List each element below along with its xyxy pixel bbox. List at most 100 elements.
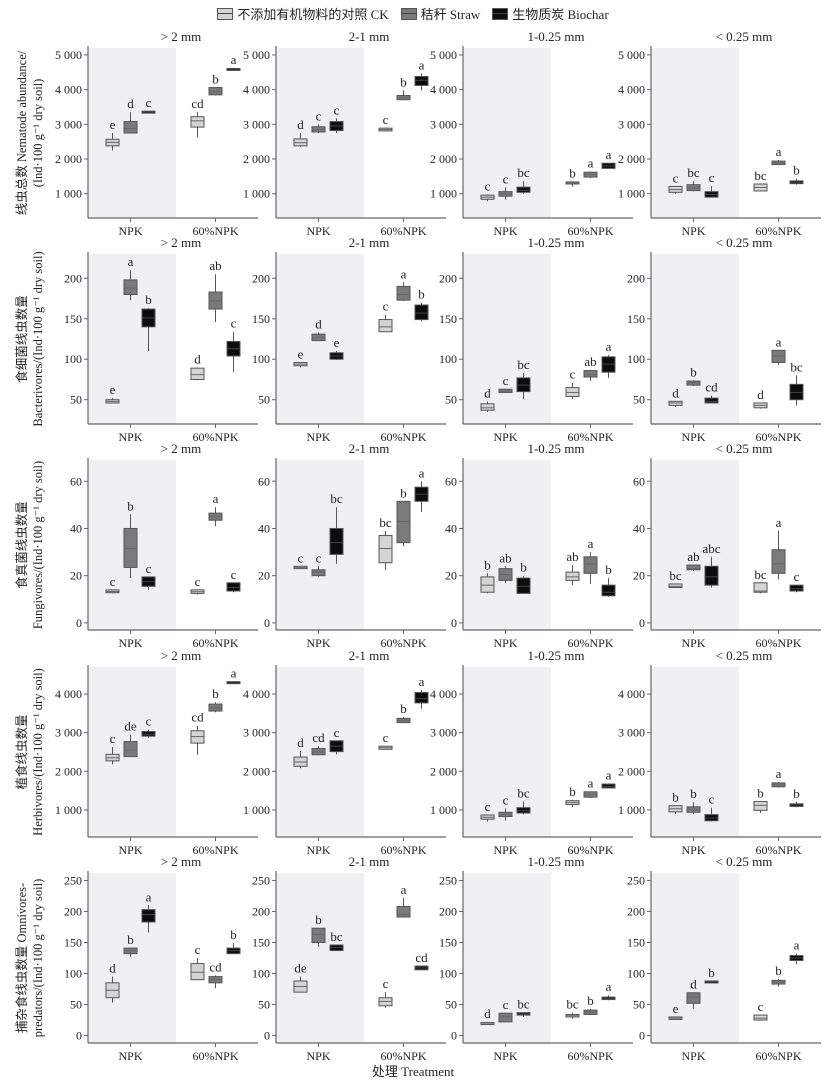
significance-letter: c: [110, 574, 116, 589]
y-tick-label: 3 000: [55, 726, 82, 740]
significance-letter: b: [775, 963, 782, 978]
box-straw: ab: [583, 354, 598, 382]
box-ck: e: [293, 346, 308, 368]
panel-title: 1-0.25 mm: [527, 441, 584, 456]
box-iqr: [516, 186, 531, 193]
box-straw: c: [498, 997, 513, 1023]
panel-0-3: < 0.25 mm 1 000 2 000 3 000 4 000 5 000 NPK 60%…: [618, 29, 821, 238]
y-tick-label: 150: [439, 935, 457, 949]
box-biochar: bc: [329, 929, 344, 952]
significance-letter: c: [709, 792, 715, 807]
box-ck: d: [668, 385, 683, 407]
significance-letter: b: [127, 498, 134, 513]
significance-letter: c: [146, 95, 152, 110]
significance-letter: bc: [754, 567, 767, 582]
box-biochar: bc: [329, 491, 344, 564]
box-iqr: [226, 582, 241, 592]
box-straw: bc: [686, 165, 701, 192]
box-straw: a: [583, 536, 598, 584]
box-ck: bc: [753, 567, 768, 594]
box-iqr: [516, 577, 531, 594]
x-tick-label: 60%NPK: [755, 224, 801, 238]
x-tick-label: 60%NPK: [192, 843, 238, 857]
box-straw: a: [123, 254, 138, 301]
x-tick-label: NPK: [306, 224, 330, 238]
npk-shade: [651, 873, 739, 1043]
box-straw: b: [583, 993, 598, 1016]
significance-letter: c: [794, 569, 800, 584]
box-ck: c: [565, 367, 580, 399]
y-tick-label: 2 000: [618, 152, 645, 166]
significance-letter: b: [212, 686, 219, 701]
box-straw: c: [498, 373, 513, 393]
box-straw: cd: [208, 959, 223, 989]
x-tick-label: 60%NPK: [755, 430, 801, 444]
y-tick-label: 60: [633, 474, 645, 488]
npk-shade: [651, 48, 739, 218]
x-tick-label: 60%NPK: [567, 843, 613, 857]
panel-title: > 2 mm: [161, 29, 202, 44]
box-biochar: cd: [704, 380, 719, 404]
y-tick-label: 40: [633, 521, 645, 535]
box-iqr: [329, 527, 344, 555]
box-iqr: [686, 992, 701, 1004]
significance-letter: ab: [209, 258, 221, 273]
box-biochar: a: [601, 979, 616, 1001]
npk-shade: [651, 460, 739, 630]
y-tick-label: 20: [445, 569, 457, 583]
y-tick-label: 200: [627, 904, 645, 918]
y-tick-label: 40: [70, 521, 82, 535]
y-tick-label: 40: [258, 521, 270, 535]
x-tick-label: NPK: [306, 636, 330, 650]
significance-letter: c: [195, 574, 201, 589]
y-tick-label: 200: [252, 904, 270, 918]
box-straw: c: [498, 171, 513, 200]
y-axis-label-line: 捕杂食线虫数量 Omnivores-: [15, 882, 29, 1034]
box-ck: e: [105, 382, 120, 404]
significance-letter: bc: [566, 997, 579, 1012]
box-biochar: b: [141, 292, 156, 352]
legend-swatch: [217, 7, 234, 20]
y-axis-label-line: 食真菌线虫数量: [15, 501, 29, 589]
box-ck: ab: [565, 549, 580, 586]
significance-letter: a: [401, 882, 407, 897]
significance-letter: abc: [702, 541, 720, 556]
box-ck: d: [480, 1006, 495, 1026]
box-ck: c: [190, 574, 205, 595]
panel-3-0: > 2 mm 1 000 2 000 3 000 4 000 NPK 60%NPK cde c c…: [55, 648, 258, 857]
significance-letter: a: [419, 465, 425, 480]
y-tick-label: 40: [445, 521, 457, 535]
box-straw: d: [311, 317, 326, 342]
significance-letter: e: [298, 346, 304, 361]
box-ck: bc: [668, 568, 683, 588]
npk-shade: [463, 460, 551, 630]
y-tick-label: 100: [252, 352, 270, 366]
box-biochar: c: [704, 170, 719, 198]
y-tick-label: 20: [70, 569, 82, 583]
box-iqr: [704, 565, 719, 586]
x-tick-label: 60%NPK: [567, 224, 613, 238]
significance-letter: e: [334, 335, 340, 350]
y-tick-label: 50: [633, 393, 645, 407]
significance-letter: a: [776, 144, 782, 159]
box-straw: b: [396, 485, 411, 547]
significance-letter: cd: [312, 730, 325, 745]
y-tick-label: 1 000: [430, 187, 457, 201]
x-tick-label: NPK: [493, 1049, 517, 1063]
legend-item-straw: 秸秆 Straw: [400, 4, 480, 23]
significance-letter: e: [110, 117, 116, 132]
box-biochar: bc: [516, 785, 531, 815]
significance-letter: ab: [584, 354, 596, 369]
box-biochar: bc: [516, 357, 531, 399]
x-tick-label: NPK: [118, 843, 142, 857]
box-iqr: [208, 87, 223, 96]
significance-letter: b: [690, 786, 697, 801]
box-ck: cd: [190, 96, 205, 138]
box-straw: c: [498, 792, 513, 821]
legend: 不添加有机物料的对照 CK 秸秆 Straw 生物质炭 Biochar: [0, 4, 826, 24]
y-tick-label: 0: [264, 1029, 270, 1043]
x-tick-label: NPK: [681, 636, 705, 650]
